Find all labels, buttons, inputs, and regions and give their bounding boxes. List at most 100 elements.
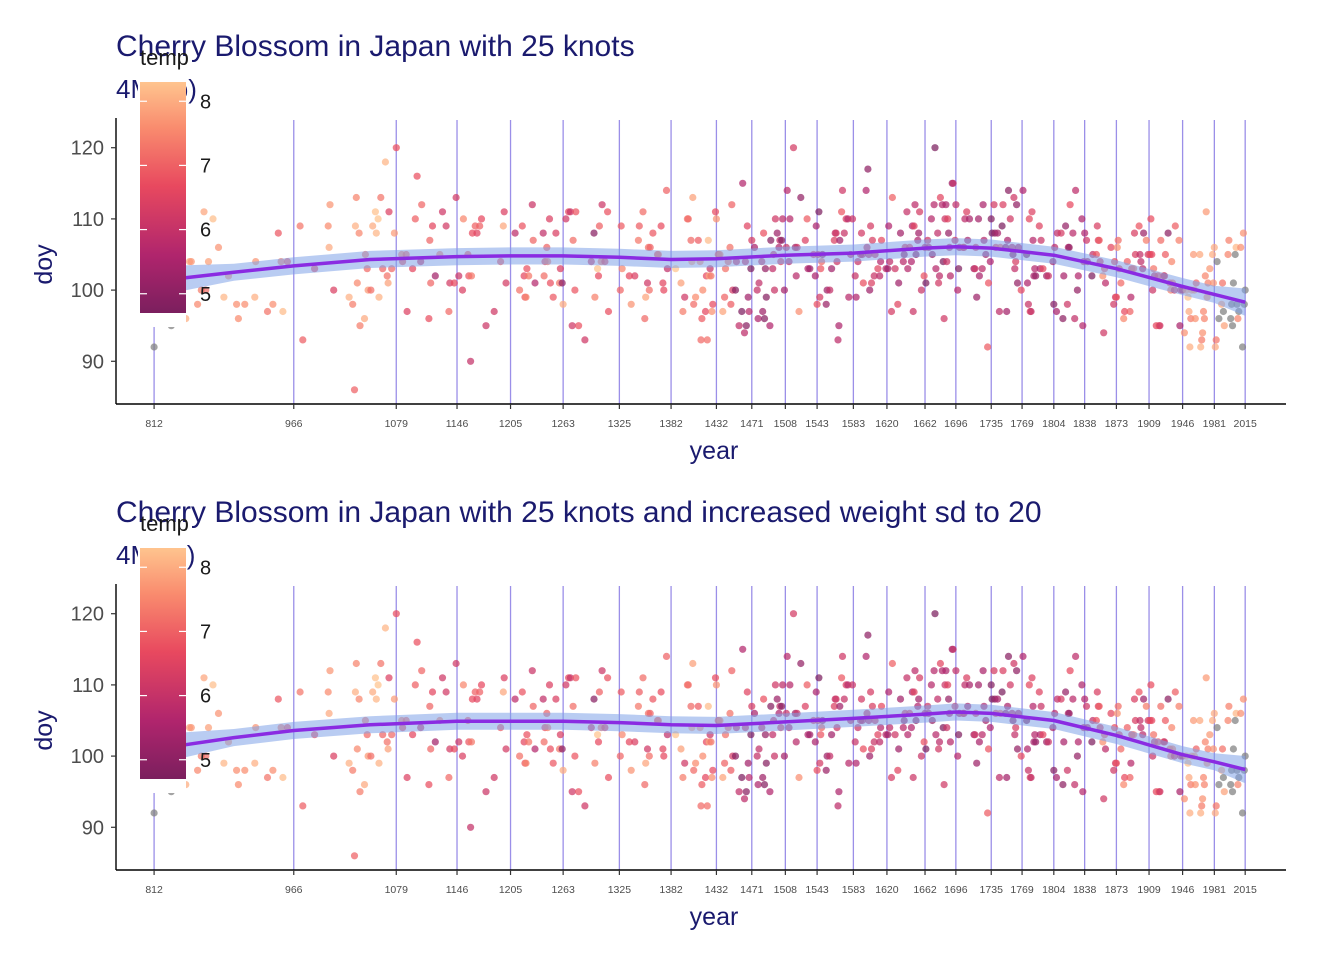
data-point [616,752,624,760]
data-point [779,681,787,689]
data-point [413,638,421,646]
data-point [1228,788,1237,796]
data-point [934,695,942,703]
data-point [355,695,363,703]
data-point [689,193,697,202]
data-point [868,236,877,244]
x-tick-label: 1382 [659,884,683,896]
data-point [639,674,647,682]
data-point [867,279,876,287]
legend-tick-label: 5 [200,750,211,772]
data-point [1157,702,1165,710]
x-tick-label: 1769 [1010,884,1034,896]
data-point [690,300,698,308]
data-point [1199,307,1208,316]
data-point [1101,745,1110,753]
data-point [1198,802,1206,810]
y-tick-label: 90 [82,351,104,373]
data-point [963,208,971,216]
data-point [1050,300,1058,308]
data-point [204,258,213,266]
data-point [975,272,984,280]
data-point [1066,667,1074,675]
data-point [852,293,860,301]
data-point [1011,731,1019,739]
data-point [748,702,756,710]
data-point [450,279,458,287]
data-point [978,731,986,739]
data-point [473,695,481,703]
data-point [375,759,383,767]
data-point [780,752,789,760]
data-point [575,788,583,796]
data-point [999,201,1007,209]
data-point [595,222,604,230]
data-point [689,659,697,668]
data-point [1137,724,1145,732]
data-point [1059,781,1067,789]
data-point [1027,307,1035,316]
x-tick-label: 1508 [774,884,798,896]
data-point [1028,674,1036,682]
data-point [1197,343,1205,351]
data-point [1004,186,1013,194]
data-point [1107,709,1115,718]
data-point [1176,788,1184,796]
data-point [681,293,689,301]
data-point [922,745,930,753]
data-point [649,229,657,237]
data-point [994,695,1002,703]
data-point [699,752,707,760]
data-point [857,229,866,237]
data-point [591,293,599,301]
data-point [1147,215,1155,223]
data-point [409,731,417,739]
data-point [325,709,333,718]
x-tick-label: 1205 [499,884,523,896]
data-point [942,667,950,675]
data-point [1142,236,1150,244]
data-point [747,731,755,739]
x-tick-label: 1696 [944,418,968,430]
data-point [330,752,338,760]
y-tick-label: 110 [72,675,104,697]
data-point [1072,186,1080,194]
data-point [1225,236,1233,244]
data-point [811,272,819,280]
data-point [1010,659,1018,668]
data-point [857,695,866,703]
data-point [1147,681,1155,689]
data-point [1213,724,1221,732]
data-point [1168,258,1176,266]
data-point [719,307,727,316]
data-point [631,272,639,280]
data-point [845,759,853,767]
data-point [618,731,626,739]
data-point [356,788,364,796]
data-point [679,307,687,316]
data-point [851,738,859,746]
data-point [731,752,740,760]
data-point [735,788,743,796]
data-point [575,322,583,330]
data-point [877,724,885,732]
data-point [769,731,777,739]
data-point [220,759,228,767]
data-point [744,759,752,767]
data-point [1013,745,1022,753]
data-point [1171,222,1179,230]
data-point [627,766,635,774]
data-point [942,201,950,209]
data-point [917,752,926,760]
data-point [767,702,775,710]
data-point [739,645,747,653]
data-point [971,265,979,273]
data-point [973,759,981,767]
x-tick-label: 1583 [842,884,866,896]
data-point [1199,773,1208,782]
data-point [1206,731,1214,739]
data-point [886,258,894,266]
data-point [659,745,667,753]
data-point [859,279,867,287]
data-point [634,236,643,244]
